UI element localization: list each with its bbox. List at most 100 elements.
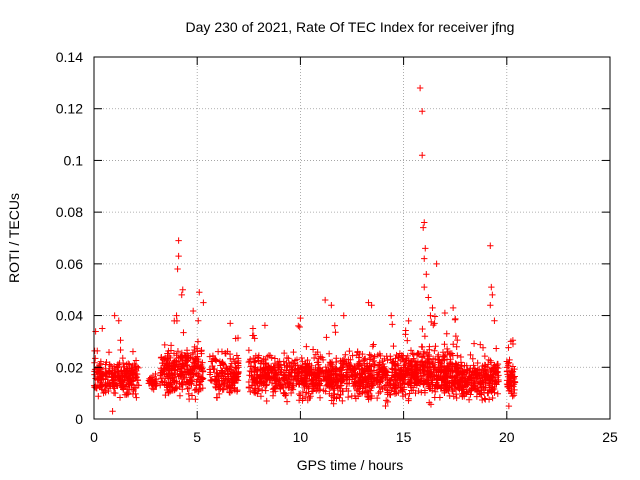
data-point [443, 330, 450, 337]
data-point [405, 378, 413, 386]
data-point [351, 392, 359, 400]
data-point [249, 325, 257, 332]
data-point [326, 375, 333, 383]
data-point [246, 372, 253, 379]
data-point [504, 373, 512, 380]
data-point [345, 359, 352, 367]
data-point [366, 362, 373, 369]
data-point [415, 387, 422, 395]
data-point [418, 152, 426, 159]
data-point [180, 374, 188, 381]
data-point [448, 387, 456, 395]
data-point [130, 386, 137, 393]
data-point [227, 370, 234, 378]
data-point [256, 373, 264, 380]
data-point [312, 372, 319, 379]
data-point [487, 242, 494, 249]
data-point [440, 353, 447, 360]
data-point [162, 391, 169, 399]
data-point [121, 363, 128, 370]
data-point [361, 369, 368, 377]
data-point [481, 352, 489, 360]
data-point [131, 364, 138, 371]
data-point [431, 394, 438, 401]
data-point [454, 361, 462, 369]
data-point [306, 372, 313, 379]
data-point [484, 389, 491, 397]
data-point [181, 369, 189, 377]
data-point [116, 394, 124, 401]
data-point [377, 388, 384, 395]
data-point [493, 345, 500, 352]
data-point [431, 320, 438, 327]
data-point [146, 375, 153, 382]
data-point [453, 343, 460, 350]
data-point [431, 388, 439, 395]
data-point [448, 363, 455, 370]
data-point [295, 380, 303, 387]
data-point [111, 312, 118, 319]
data-point [220, 382, 227, 389]
data-point [166, 352, 173, 360]
data-point [459, 393, 466, 400]
data-point [271, 360, 279, 367]
data-point [395, 362, 402, 369]
data-point [474, 388, 481, 396]
data-point [363, 387, 370, 395]
data-point [428, 318, 435, 326]
data-point [269, 386, 277, 393]
data-point [293, 356, 301, 363]
data-point [213, 369, 220, 377]
data-point [408, 384, 415, 391]
data-point [353, 387, 361, 394]
data-point [310, 354, 318, 362]
data-point [403, 369, 411, 377]
data-point [443, 345, 451, 353]
data-point [446, 392, 453, 400]
data-point [443, 373, 451, 381]
data-point [481, 395, 488, 402]
data-point [379, 377, 386, 385]
data-point [232, 364, 239, 371]
data-point [470, 340, 478, 347]
data-point [245, 383, 253, 391]
data-point [262, 387, 269, 394]
data-point [303, 381, 311, 389]
data-point [370, 357, 378, 365]
data-point [281, 371, 289, 378]
data-point [105, 387, 112, 395]
data-point [339, 361, 347, 368]
data-point [284, 380, 291, 387]
data-point [363, 379, 370, 386]
data-point [98, 379, 106, 387]
data-point [470, 362, 477, 369]
data-point [333, 382, 340, 390]
data-point [383, 353, 390, 360]
data-point [456, 386, 463, 393]
data-point [133, 394, 140, 401]
data-point [119, 354, 126, 362]
data-point [509, 392, 516, 400]
data-point [465, 396, 473, 403]
data-point [468, 374, 476, 382]
data-point [350, 382, 357, 390]
data-point [313, 359, 321, 366]
data-point [367, 372, 374, 379]
data-point [418, 343, 425, 350]
data-point [412, 362, 419, 370]
data-point [492, 368, 499, 375]
data-point [125, 376, 132, 384]
data-point [252, 364, 259, 371]
data-point [454, 368, 462, 376]
data-point [262, 360, 269, 367]
data-point [459, 373, 466, 381]
data-point [317, 353, 324, 360]
data-point [406, 390, 413, 397]
data-point [346, 347, 353, 355]
data-point [252, 352, 260, 360]
data-point [151, 375, 159, 383]
data-point [157, 354, 165, 362]
data-point [405, 357, 413, 364]
y-tick-label: 0.1 [64, 152, 84, 168]
data-point [477, 341, 484, 348]
